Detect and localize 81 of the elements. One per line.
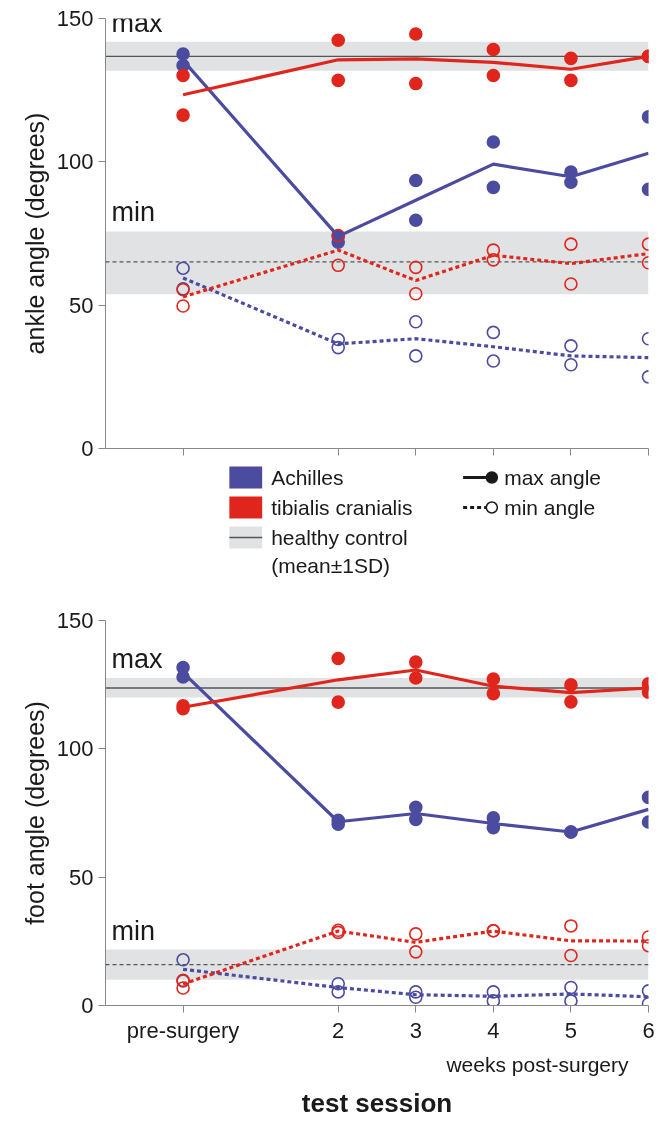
point: [486, 68, 501, 83]
point: [176, 953, 190, 967]
point: [564, 678, 578, 692]
x-tick-label: 5: [564, 1017, 578, 1043]
y-tick-label: 100: [56, 149, 94, 175]
text: weeks post-surgery: [445, 1052, 629, 1076]
point: [176, 68, 190, 83]
point: [331, 33, 346, 48]
y-tick-label: 150: [56, 608, 94, 633]
point: [176, 261, 190, 275]
point: [408, 76, 423, 91]
x-tick-label: pre-surgery: [126, 1017, 240, 1043]
point: [564, 980, 578, 995]
point: [486, 994, 501, 1006]
point: [408, 990, 423, 1005]
text: min angle: [504, 496, 596, 519]
point: [564, 695, 578, 709]
text: max angle: [504, 466, 602, 489]
point: [486, 354, 501, 368]
point: [564, 919, 578, 933]
point: [331, 258, 346, 273]
point: [408, 927, 423, 941]
point: [408, 315, 423, 329]
point: [564, 339, 578, 353]
x-tick-label: 6: [642, 1017, 655, 1043]
x-tick-label: 2: [332, 1017, 345, 1043]
legend-label: tibialis cranialis: [271, 496, 413, 519]
legend-label: Achilles: [271, 466, 344, 489]
point: [564, 994, 578, 1006]
band-label: max: [111, 643, 164, 674]
point: [331, 73, 346, 88]
point: [176, 299, 190, 313]
y-tick-label: 100: [56, 736, 94, 762]
y-tick-label: 0: [81, 993, 94, 1018]
point: [331, 340, 346, 355]
point: [176, 981, 190, 995]
point: [564, 73, 578, 88]
point: [408, 260, 423, 275]
y-axis-title: foot angle (degrees): [20, 701, 49, 925]
point: [486, 135, 501, 149]
point: [486, 42, 501, 57]
point: [331, 651, 346, 666]
point: [331, 985, 346, 999]
point: [408, 173, 423, 188]
y-tick-label: 50: [69, 292, 94, 318]
y-tick-label: 0: [81, 436, 94, 461]
y-tick-label: 150: [56, 6, 94, 31]
x-tick-label: 4: [487, 1017, 500, 1043]
point: [408, 985, 423, 999]
point: [408, 27, 423, 41]
point: [564, 277, 578, 291]
point: [486, 686, 501, 701]
point: [408, 286, 423, 301]
point: [486, 243, 501, 257]
y-axis-title: ankle angle (degrees): [20, 112, 49, 355]
point: [408, 349, 423, 363]
point: [408, 655, 423, 669]
point: [408, 671, 423, 685]
band-label: min: [111, 197, 156, 228]
point: [331, 332, 346, 347]
x-axis-title: test session: [301, 1087, 453, 1118]
x-tick-label: 3: [409, 1017, 422, 1043]
legend-label: healthy control (mean±1SD): [271, 526, 408, 577]
point: [486, 180, 501, 195]
point: [408, 800, 423, 815]
band-label: min: [111, 915, 156, 946]
point: [408, 945, 423, 959]
point: [564, 358, 578, 372]
point: [331, 695, 346, 709]
point: [486, 253, 501, 267]
point: [408, 213, 423, 228]
point: [176, 47, 190, 61]
point: [564, 51, 578, 66]
point: [486, 985, 501, 999]
point: [331, 976, 346, 991]
y-tick-label: 50: [69, 864, 94, 890]
point: [564, 948, 578, 963]
point: [486, 672, 501, 686]
point: [486, 325, 501, 340]
point: [564, 237, 578, 251]
point: [176, 108, 190, 122]
